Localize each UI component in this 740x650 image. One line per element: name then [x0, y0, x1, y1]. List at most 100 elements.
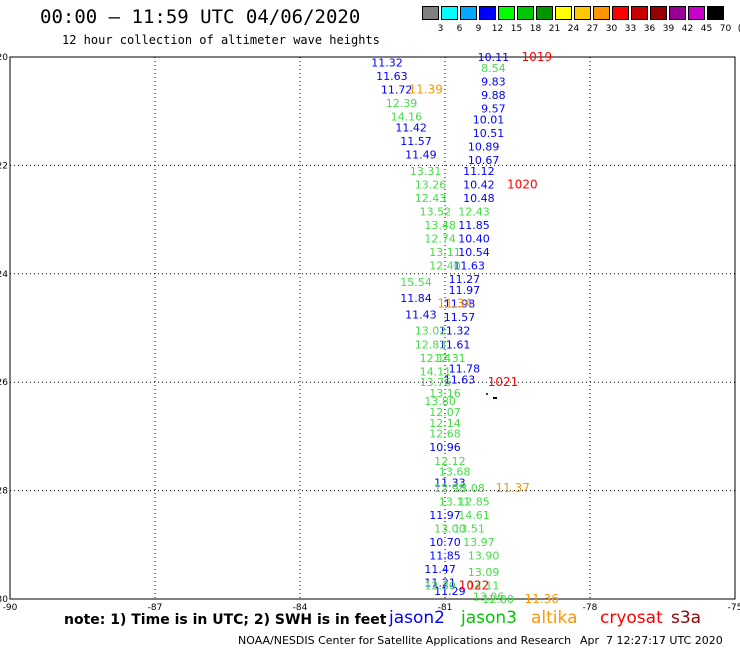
jason3-wave-height-label: 14.11 — [468, 579, 500, 592]
jason3-wave-height-label: 12.83 — [415, 338, 447, 351]
color-scale-swatch — [517, 6, 534, 20]
jason2-wave-height-label: 10.48 — [463, 192, 495, 205]
cryosat-wave-height-label: 1022 — [459, 578, 490, 592]
jason3-wave-height-label: 13.08 — [453, 482, 485, 495]
jason3-wave-height-label: 12.31 — [434, 352, 466, 365]
jason3-wave-height-label: 13.48 — [424, 219, 456, 232]
jason3-wave-height-label: 12.43 — [415, 192, 447, 205]
jason2-wave-height-label: 11.72 — [381, 84, 413, 97]
color-scale-label: 9 — [475, 24, 482, 34]
jason3-wave-height-label: 14.16 — [391, 111, 423, 124]
altika-wave-height-label: 11.39 — [408, 83, 442, 97]
cryosat-wave-height-label: 1019 — [522, 50, 553, 64]
altika-wave-height-label: 11.34 — [437, 297, 471, 311]
color-scale-label: 21 — [548, 24, 561, 34]
color-scale-swatch — [631, 6, 648, 20]
jason2-wave-height-label: 10.01 — [473, 113, 505, 126]
satellite-legend-cryosat: cryosat — [600, 608, 663, 628]
jason3-wave-height-label: 12.39 — [386, 97, 418, 110]
color-scale-swatch — [650, 6, 667, 20]
jason3-wave-height-label: 13.06 — [473, 590, 505, 603]
jason3-wave-height-label: 13.51 — [453, 523, 485, 536]
jason3-wave-height-label: 13.11 — [429, 246, 461, 259]
jason3-wave-height-label: 12.12 — [434, 455, 466, 468]
color-scale-swatch — [460, 6, 477, 20]
jason3-wave-height-label: 12.40 — [429, 260, 461, 273]
jason2-wave-height-label: 10.40 — [458, 233, 490, 246]
color-scale-label: 30 — [605, 24, 618, 34]
jason3-wave-height-label: 13.68 — [439, 466, 471, 479]
altika-wave-height-label: 11.36 — [524, 592, 558, 606]
jason2-wave-height-label: 11.98 — [444, 298, 476, 311]
y-tick-label: -28 — [0, 487, 8, 497]
x-tick-label: -90 — [3, 603, 18, 613]
jason3-wave-height-label: 13.76 — [420, 376, 452, 389]
color-scale-swatch — [498, 6, 515, 20]
island-dot — [493, 397, 497, 399]
jason2-wave-height-label: 9.88 — [481, 89, 506, 102]
satellite-legend-jason3: jason3 — [461, 608, 517, 628]
color-scale-swatch — [593, 6, 610, 20]
jason2-wave-height-label: 11.97 — [429, 509, 461, 522]
jason2-wave-height-label: 10.67 — [468, 154, 500, 167]
jason3-wave-height-label: 12.07 — [429, 406, 461, 419]
jason2-wave-height-label: 10.42 — [463, 178, 495, 191]
jason2-wave-height-label: 11.63 — [453, 260, 485, 273]
jason3-wave-height-label: 8.54 — [481, 62, 506, 75]
jason3-wave-height-label: 12.68 — [429, 428, 461, 441]
jason3-wave-height-label: 13.90 — [468, 550, 500, 563]
x-tick-label: -75 — [728, 603, 740, 613]
satellite-legend-jason2: jason2 — [389, 608, 445, 628]
jason2-wave-height-label: 11.42 — [395, 121, 427, 134]
jason2-wave-height-label: 9.57 — [481, 102, 506, 115]
jason2-wave-height-label: 11.63 — [376, 70, 408, 83]
color-scale-label: 12 — [491, 24, 504, 34]
color-scale-swatch — [422, 6, 439, 20]
cryosat-wave-height-label: 1020 — [507, 177, 538, 191]
jason2-wave-height-label: 11.85 — [458, 219, 490, 232]
y-tick-label: -26 — [0, 378, 8, 388]
note-text: note: 1) Time is in UTC; 2) SWH is in fe… — [64, 612, 387, 628]
jason2-wave-height-label: 11.63 — [444, 373, 476, 386]
satellite-legend-s3a: s3a — [671, 608, 702, 628]
jason2-wave-height-label: 10.70 — [429, 536, 461, 549]
footer-credit: NOAA/NESDIS Center for Satellite Applica… — [238, 634, 572, 647]
map-frame — [9, 56, 736, 600]
jason3-wave-height-label: 14.11 — [420, 365, 452, 378]
map-subtitle: 12 hour collection of altimeter wave hei… — [62, 33, 380, 47]
jason2-wave-height-label: 11.61 — [439, 338, 471, 351]
jason2-wave-height-label: 11.84 — [400, 292, 432, 305]
jason2-wave-height-label: 9.83 — [481, 75, 506, 88]
jason3-wave-height-label: 12.85 — [458, 495, 490, 508]
jason2-wave-height-label: 10.89 — [468, 140, 500, 153]
jason2-wave-height-label: 11.12 — [463, 165, 495, 178]
jason3-wave-height-label: 13.97 — [463, 536, 495, 549]
color-scale-swatch — [536, 6, 553, 20]
jason2-wave-height-label: 10.11 — [478, 51, 510, 64]
y-tick-label: -20 — [0, 53, 8, 63]
island-dot — [486, 393, 488, 395]
color-scale-swatch — [574, 6, 591, 20]
jason2-wave-height-label: 11.85 — [429, 550, 461, 563]
jason3-wave-height-label: 14.61 — [458, 509, 490, 522]
jason3-wave-height-label: 13.11 — [439, 495, 471, 508]
color-scale-swatch — [479, 6, 496, 20]
jason2-wave-height-label: 11.78 — [449, 363, 481, 376]
altika-wave-height-label: 11.37 — [495, 481, 529, 495]
color-scale-label: 39 — [662, 24, 675, 34]
color-scale-swatch — [688, 6, 705, 20]
jason3-wave-height-label: 12.43 — [458, 205, 490, 218]
y-tick-label: -24 — [0, 270, 8, 280]
footer-timestamp: Apr 7 12:27:17 UTC 2020 — [580, 634, 723, 647]
jason2-wave-height-label: 11.47 — [424, 563, 456, 576]
jason3-wave-height-label: 13.00 — [434, 523, 466, 536]
color-scale-swatch — [441, 6, 458, 20]
jason2-wave-height-label: 11.43 — [405, 308, 437, 321]
y-tick-label: -30 — [0, 595, 8, 605]
x-tick-label: -81 — [438, 603, 453, 613]
y-tick-label: -22 — [0, 161, 8, 171]
color-scale-label: 6 — [456, 24, 463, 34]
jason3-wave-height-label: 13.31 — [410, 165, 442, 178]
jason2-wave-height-label: 10.51 — [473, 127, 505, 140]
